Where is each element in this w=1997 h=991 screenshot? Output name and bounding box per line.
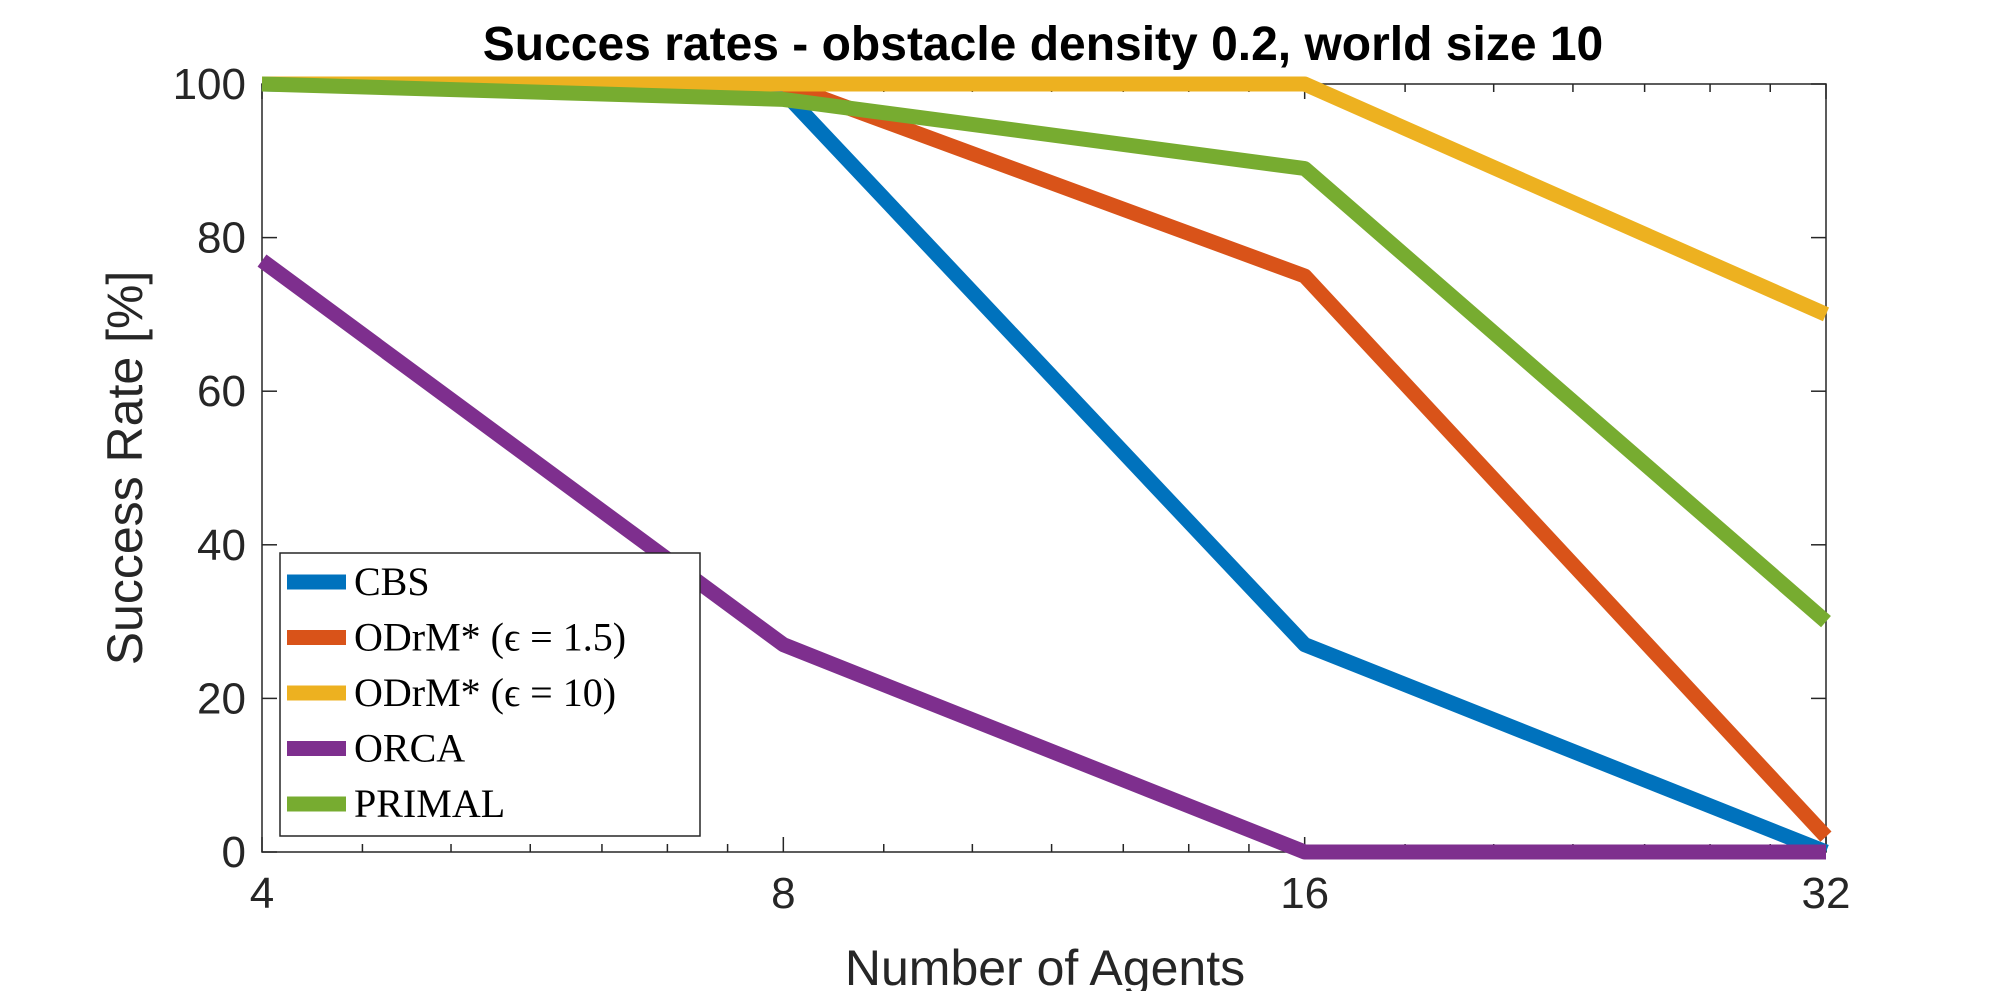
y-tick-label: 20 [197, 674, 246, 723]
x-tick-labels: 4 8 16 32 [250, 869, 1851, 918]
x-axis-label: Number of Agents [845, 940, 1245, 991]
series-line-2 [262, 76, 1830, 322]
series-line-4 [261, 76, 1831, 628]
series-lines [257, 76, 1832, 860]
x-tick-label: 4 [250, 869, 274, 918]
y-tick-label: 100 [173, 60, 246, 109]
legend-label: ORCA [354, 726, 465, 771]
y-tick-label: 0 [222, 828, 246, 877]
series-line-3 [257, 254, 1826, 860]
y-tick-label: 80 [197, 214, 246, 263]
y-axis-label: Success Rate [%] [97, 271, 153, 666]
legend-label: PRIMAL [354, 781, 505, 826]
chart-title: Succes rates - obstacle density 0.2, wor… [483, 18, 1604, 71]
y-tick-label: 40 [197, 521, 246, 570]
x-tick-label: 8 [771, 869, 795, 918]
legend: CBS ODrM* (ϵ = 1.5) ODrM* (ϵ = 10) ORCA PRIM… [279, 552, 701, 837]
y-tick-labels: 0 20 40 60 80 100 [173, 60, 246, 877]
legend-label: ODrM* (ϵ = 1.5) [354, 615, 626, 660]
y-tick-label: 60 [197, 367, 246, 416]
legend-label: ODrM* (ϵ = 10) [354, 670, 616, 715]
legend-box [279, 552, 701, 837]
x-tick-label: 16 [1280, 869, 1329, 918]
x-tick-label: 32 [1802, 869, 1851, 918]
legend-label: CBS [354, 559, 430, 604]
